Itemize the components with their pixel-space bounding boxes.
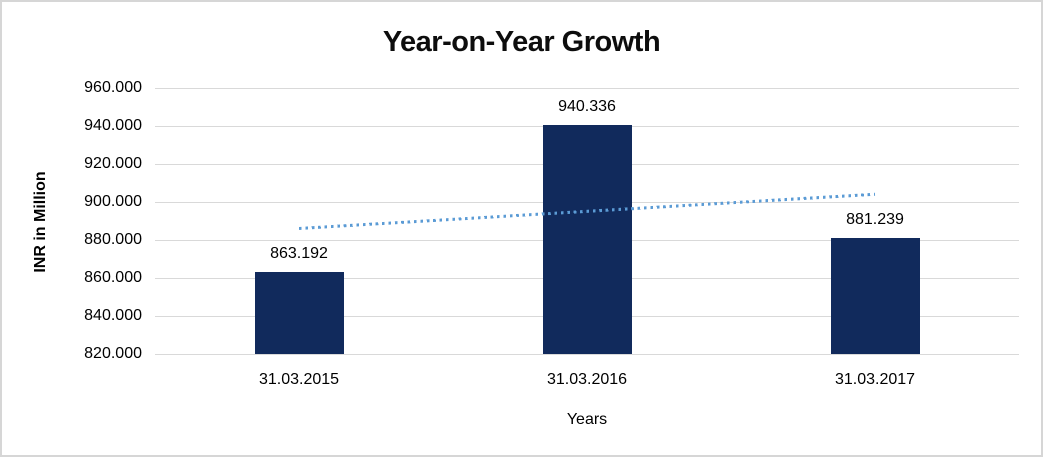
bar[interactable] xyxy=(830,237,920,354)
y-tick-label: 900.000 xyxy=(84,193,142,210)
x-tick-label: 31.03.2017 xyxy=(834,371,916,388)
y-tick-label: 880.000 xyxy=(84,231,142,248)
bar-data-label: 940.336 xyxy=(558,98,616,116)
y-tick-label: 920.000 xyxy=(84,155,142,172)
bar-data-label: 881.239 xyxy=(846,210,904,228)
x-tick-label: 31.03.2015 xyxy=(258,371,340,388)
gridline xyxy=(155,88,1019,89)
y-tick-label: 940.000 xyxy=(84,117,142,134)
bar-data-label: 863.192 xyxy=(270,244,328,262)
x-tick-label: 31.03.2016 xyxy=(546,371,628,388)
x-axis-title: Years xyxy=(566,411,608,428)
gridline xyxy=(155,354,1019,355)
y-tick-label: 820.000 xyxy=(84,345,142,362)
y-tick-label: 960.000 xyxy=(84,79,142,96)
y-tick-label: 860.000 xyxy=(84,269,142,286)
chart-title: Year-on-Year Growth xyxy=(382,26,661,58)
y-tick-label: 840.000 xyxy=(84,307,142,324)
bar[interactable] xyxy=(542,125,632,354)
bar[interactable] xyxy=(254,271,344,354)
